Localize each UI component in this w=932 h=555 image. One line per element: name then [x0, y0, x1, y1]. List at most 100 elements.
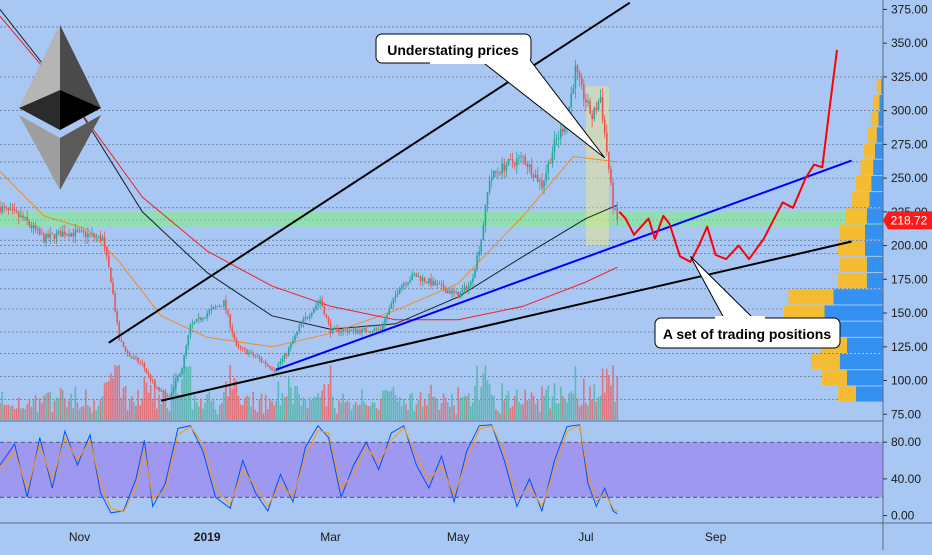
volume-bar [340, 402, 342, 420]
candle-body [296, 331, 298, 336]
last-price-tag: 218.72 [883, 211, 932, 230]
volume-bar [505, 395, 508, 420]
volume-bar [285, 396, 288, 420]
candle-body [170, 392, 173, 397]
volume-bar [137, 389, 139, 420]
candle-body [384, 319, 386, 326]
volume-bar [451, 394, 453, 420]
candle-body [562, 128, 564, 132]
price-tick-label: 325.00 [891, 70, 928, 84]
volume-bar [327, 384, 330, 420]
candle-body [158, 387, 160, 391]
volume-bar [252, 391, 254, 420]
candle-body [336, 327, 338, 329]
candle-body [91, 233, 93, 235]
volume-bar [580, 404, 583, 420]
volume-profile-sell [871, 175, 883, 192]
volume-bar [463, 395, 466, 420]
volume-bar [13, 409, 16, 420]
volume-bar [313, 397, 315, 420]
candle-body [89, 233, 91, 235]
volume-bar [225, 381, 227, 420]
candle-body [57, 230, 60, 233]
volume-bar [95, 410, 98, 420]
volume-bar [511, 406, 514, 420]
volume-bar [585, 402, 587, 420]
volume-bar [28, 399, 31, 420]
volume-bar [614, 401, 616, 420]
candle-body [206, 313, 208, 318]
volume-bar [568, 393, 570, 420]
candle-body [340, 331, 342, 333]
candle-body [375, 328, 378, 330]
candle-body [258, 356, 261, 359]
candle-body [400, 285, 403, 289]
volume-bar [344, 402, 347, 420]
candle-body [237, 344, 240, 347]
candle-body [112, 282, 114, 294]
candle-body [610, 169, 612, 183]
volume-bar [365, 404, 367, 420]
volume-bar [415, 404, 418, 420]
volume-profile-buy [867, 127, 877, 143]
volume-bar [290, 387, 292, 420]
volume-bar [118, 365, 121, 420]
volume-bar [9, 406, 12, 420]
candle-body [555, 139, 558, 140]
time-tick-label: Sep [705, 530, 727, 544]
volume-bar [572, 393, 575, 420]
candle-body [465, 286, 468, 291]
candle-body [97, 235, 100, 237]
volume-profile-buy [856, 175, 872, 192]
volume-bar [208, 392, 211, 420]
volume-bar [449, 407, 451, 420]
volume-bar [304, 399, 307, 420]
candle-body [122, 341, 125, 347]
volume-bar [478, 399, 480, 420]
volume-bar [271, 401, 273, 420]
candle-body [382, 325, 384, 331]
volume-bar [74, 386, 77, 420]
volume-bar [484, 365, 487, 420]
candle-body [463, 286, 466, 291]
volume-profile-sell [876, 127, 883, 143]
volume-bar [53, 400, 56, 420]
volume-bar [197, 406, 200, 420]
candle-body [606, 132, 608, 152]
volume-bar [336, 413, 338, 420]
volume-bar [436, 399, 439, 420]
resistance-band-fill [0, 211, 883, 227]
volume-bar [553, 383, 556, 420]
volume-bar [294, 386, 296, 420]
oscillator-lines [0, 424, 618, 515]
volume-bar [371, 401, 374, 420]
volume-bar [413, 411, 416, 420]
candle-body [68, 234, 70, 237]
volume-bar [524, 389, 526, 420]
price-tick-label: 100.00 [891, 374, 928, 388]
volume-bar [15, 408, 18, 420]
volume-bar [536, 398, 539, 420]
volume-bar [51, 412, 54, 420]
candle-body [256, 356, 259, 358]
volume-bar [7, 404, 10, 420]
volume-profile-sell [833, 321, 883, 337]
volume-profile-sell [839, 354, 883, 370]
candle-body [549, 162, 552, 164]
volume-bar [388, 391, 390, 420]
candle-body [357, 330, 359, 333]
candle-body [539, 180, 541, 182]
candle-body [114, 293, 116, 312]
volume-bar [135, 405, 137, 420]
candle-body [271, 368, 273, 371]
candle-body [66, 234, 68, 236]
volume-bar [87, 405, 89, 420]
candle-body [204, 317, 206, 319]
axes: 375.00350.00325.00300.00275.00250.00225.… [69, 2, 928, 544]
candle-body [124, 346, 127, 352]
volume-bar [20, 408, 22, 420]
candle-body [505, 165, 508, 171]
candle-body [93, 233, 95, 237]
candle-body [185, 345, 188, 356]
candle-body [61, 231, 64, 237]
